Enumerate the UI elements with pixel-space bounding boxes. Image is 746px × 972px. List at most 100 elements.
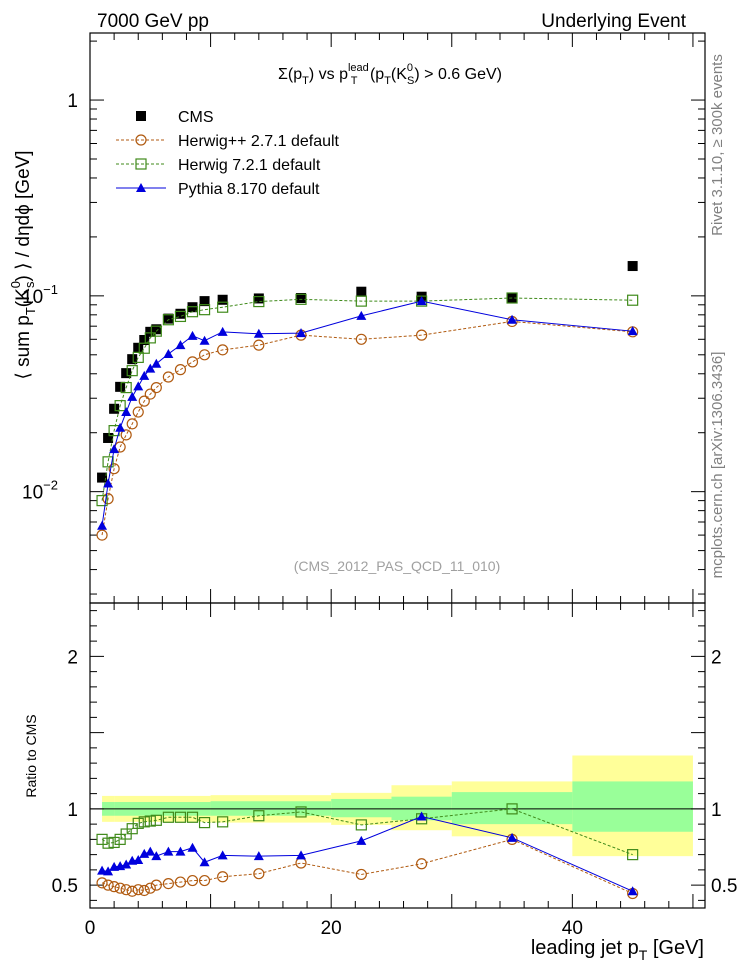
point-cms [627, 261, 638, 272]
point-herwig-2-7-1-default [186, 356, 199, 368]
point-herwig-2-7-1-default [253, 339, 265, 351]
legend-label: Pythia 8.170 default [178, 181, 320, 198]
point-herwig-2-7-1-default [162, 371, 174, 383]
ratio-point-pythia-8-170-default [416, 811, 427, 821]
point-herwig-2-7-1-default [150, 381, 162, 394]
point-herwig-2-7-1-default [102, 493, 114, 505]
ratio-point-herwig-7-2-1-default [150, 814, 162, 826]
point-pythia-8-170-default [115, 422, 126, 432]
band-inner [331, 798, 392, 818]
point-herwig-7-2-1-default [355, 295, 367, 307]
point-pythia-8-170-default [187, 330, 198, 340]
line-herwig-7-2-1-default [101, 297, 633, 501]
point-herwig-7-2-1-default [144, 332, 156, 344]
point-herwig-2-7-1-default [120, 429, 132, 441]
point-herwig-2-7-1-default [126, 418, 138, 430]
point-herwig-2-7-1-default [138, 395, 150, 407]
point-herwig-7-2-1-default [138, 342, 150, 354]
plot-title: Σ(pT) vs plead T (pT(K0 S) > 0.6 GeV) [278, 62, 502, 87]
ratio-point-herwig-7-2-1-default [108, 836, 120, 849]
ratio-y-tick-label: 2 [67, 647, 78, 668]
ratio-point-herwig-2-7-1-default [150, 879, 162, 891]
ratio-point-herwig-2-7-1-default [186, 874, 199, 887]
point-pythia-8-170-default [199, 335, 210, 345]
ratio-point-herwig-7-2-1-default [627, 849, 639, 861]
point-pythia-8-170-default [356, 310, 367, 320]
legend-label: CMS [178, 109, 214, 126]
ratio-point-herwig-2-7-1-default [416, 858, 428, 870]
point-pythia-8-170-default [163, 348, 174, 358]
point-herwig-2-7-1-default [416, 329, 428, 341]
y-tick-label: 10−1 [22, 282, 58, 308]
point-pythia-8-170-default [151, 358, 162, 368]
point-cms [115, 381, 126, 392]
point-pythia-8-170-default [127, 391, 138, 401]
point-pythia-8-170-default [121, 407, 132, 417]
ratio-point-pythia-8-170-default [97, 865, 108, 875]
point-herwig-7-2-1-default [132, 351, 144, 363]
point-cms [253, 293, 264, 304]
header-left: 7000 GeV pp [97, 11, 209, 32]
point-herwig-2-7-1-default [108, 463, 120, 475]
point-pythia-8-170-default [97, 520, 108, 530]
ratio-point-herwig-7-2-1-default [186, 811, 199, 823]
ratio-point-pythia-8-170-default [121, 859, 132, 869]
point-herwig-7-2-1-default [174, 310, 187, 323]
ratio-uncertainty-bands [90, 755, 705, 857]
ratio-point-pythia-8-170-default [199, 857, 210, 867]
ratio-point-herwig-2-7-1-default [96, 877, 108, 889]
ratio-point-herwig-7-2-1-default [355, 819, 367, 831]
point-herwig-7-2-1-default [198, 304, 211, 316]
point-cms [103, 432, 114, 443]
point-herwig-2-7-1-default [198, 349, 211, 361]
point-cms [163, 313, 174, 324]
point-cms [151, 324, 162, 335]
legend-marker [136, 183, 146, 192]
ratio-point-pythia-8-170-default [356, 835, 367, 845]
ratio-point-herwig-7-2-1-default [132, 817, 144, 829]
ratio-point-herwig-7-2-1-default [162, 811, 174, 823]
ratio-point-herwig-2-7-1-default [126, 885, 138, 897]
ratio-point-pythia-8-170-default [133, 854, 144, 864]
point-herwig-2-7-1-default [174, 364, 187, 376]
ratio-point-herwig-7-2-1-default [295, 806, 307, 818]
point-herwig-7-2-1-default [150, 325, 162, 337]
ratio-y-tick-label-right: 0.5 [711, 876, 737, 897]
point-herwig-2-7-1-default [217, 344, 229, 356]
ratio-point-pythia-8-170-default [145, 846, 156, 856]
ratio-point-herwig-2-7-1-default [295, 857, 307, 869]
point-pythia-8-170-default [133, 381, 144, 391]
ratio-point-pythia-8-170-default [139, 848, 150, 858]
point-pythia-8-170-default [109, 444, 120, 454]
point-pythia-8-170-default [139, 370, 150, 380]
point-herwig-7-2-1-default [217, 301, 229, 313]
point-herwig-7-2-1-default [102, 456, 114, 468]
point-cms [121, 368, 132, 379]
ratio-point-herwig-7-2-1-default [217, 816, 229, 828]
point-cms [127, 354, 138, 365]
point-herwig-7-2-1-default [162, 314, 174, 326]
ratio-point-herwig-7-2-1-default [253, 810, 265, 822]
ratio-y-axis-label: Ratio to CMS [23, 714, 39, 797]
point-pythia-8-170-default [217, 326, 228, 336]
ratio-point-pythia-8-170-default [507, 832, 518, 842]
point-pythia-8-170-default [507, 314, 518, 324]
ratio-point-herwig-2-7-1-default [132, 884, 144, 896]
ratio-point-herwig-2-7-1-default [114, 882, 126, 894]
ratio-y-tick-label-right: 2 [711, 647, 722, 668]
ratio-point-herwig-2-7-1-default [108, 881, 120, 893]
ratio-y-tick-label: 1 [67, 800, 78, 821]
point-herwig-2-7-1-default [132, 406, 144, 418]
ratio-point-herwig-7-2-1-default [102, 837, 114, 849]
ratio-point-pythia-8-170-default [103, 866, 114, 876]
ratio-point-herwig-2-7-1-default [174, 876, 187, 888]
legend-marker [135, 134, 147, 146]
y-tick-label: 1 [67, 91, 78, 112]
point-herwig-2-7-1-default [144, 388, 156, 400]
point-herwig-7-2-1-default [126, 365, 138, 377]
point-herwig-7-2-1-default [114, 400, 126, 412]
point-herwig-7-2-1-default [627, 294, 639, 306]
ratio-point-herwig-2-7-1-default [217, 871, 229, 883]
line-pythia-8-170-default [101, 300, 633, 526]
